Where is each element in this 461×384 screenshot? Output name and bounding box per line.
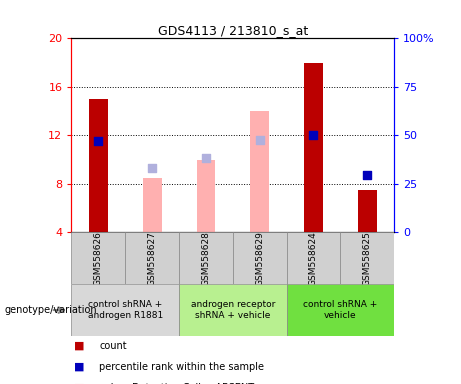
Bar — [287, 232, 340, 284]
Text: GSM558625: GSM558625 — [363, 231, 372, 286]
Bar — [358, 190, 377, 232]
Text: ■: ■ — [74, 383, 84, 384]
Text: GSM558628: GSM558628 — [201, 231, 210, 286]
Point — [95, 138, 102, 144]
Text: value, Detection Call = ABSENT: value, Detection Call = ABSENT — [99, 383, 254, 384]
Text: count: count — [99, 341, 127, 351]
Bar — [71, 284, 179, 336]
Text: GSM558627: GSM558627 — [148, 231, 157, 286]
Text: ■: ■ — [74, 341, 84, 351]
Text: ■: ■ — [74, 362, 84, 372]
Bar — [89, 99, 108, 232]
Bar — [179, 284, 287, 336]
Text: GSM558626: GSM558626 — [94, 231, 103, 286]
Bar — [304, 63, 323, 232]
Text: percentile rank within the sample: percentile rank within the sample — [99, 362, 264, 372]
Text: control shRNA +
vehicle: control shRNA + vehicle — [303, 300, 378, 320]
Bar — [340, 232, 394, 284]
Bar — [196, 160, 215, 232]
Point — [364, 172, 371, 179]
Text: control shRNA +
androgen R1881: control shRNA + androgen R1881 — [88, 300, 163, 320]
Bar — [125, 232, 179, 284]
Point — [202, 155, 210, 161]
Bar — [179, 232, 233, 284]
Title: GDS4113 / 213810_s_at: GDS4113 / 213810_s_at — [158, 24, 308, 37]
Bar — [250, 111, 269, 232]
Point — [310, 132, 317, 139]
Bar — [233, 232, 287, 284]
Text: genotype/variation: genotype/variation — [5, 305, 97, 315]
Point — [148, 165, 156, 171]
Bar — [287, 284, 394, 336]
Point — [256, 137, 263, 143]
Bar — [143, 178, 161, 232]
Text: GSM558629: GSM558629 — [255, 231, 264, 286]
Bar — [71, 232, 125, 284]
Text: androgen receptor
shRNA + vehicle: androgen receptor shRNA + vehicle — [190, 300, 275, 320]
Text: GSM558624: GSM558624 — [309, 231, 318, 286]
